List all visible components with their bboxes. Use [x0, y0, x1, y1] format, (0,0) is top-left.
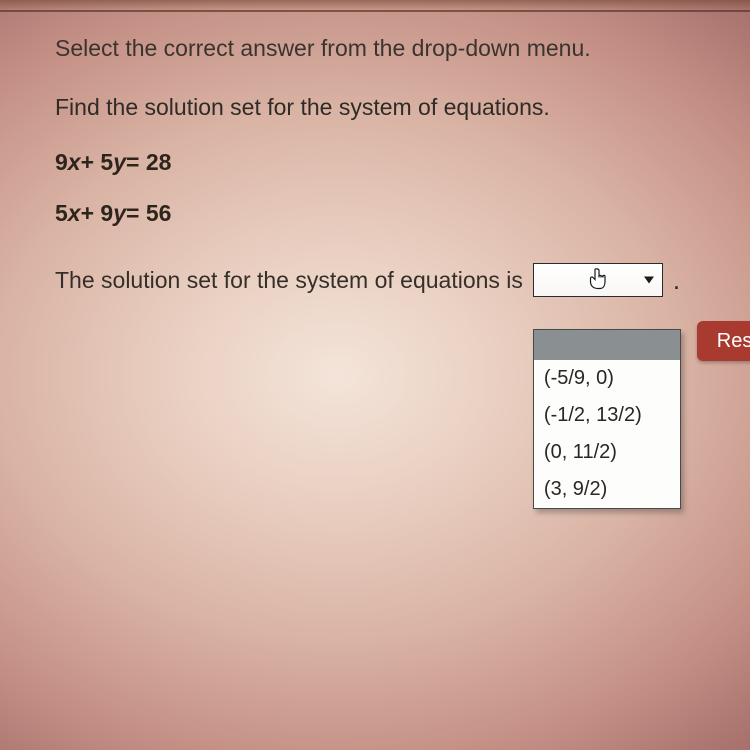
eq2-coef-a: 5: [55, 200, 68, 226]
reset-button[interactable]: Reset: [697, 321, 750, 361]
equation-1: 9x+ 5y= 28: [55, 149, 710, 176]
answer-select-wrap: (-5/9, 0) (-1/2, 13/2) (0, 11/2) (3, 9/2…: [533, 263, 663, 297]
eq1-coef-a: 9: [55, 149, 68, 175]
dropdown-option-3[interactable]: (3, 9/2): [534, 471, 680, 508]
eq2-rhs: 56: [146, 200, 172, 226]
trailing-period: .: [673, 263, 680, 296]
dropdown-option-blank[interactable]: [534, 330, 680, 360]
question-content: Select the correct answer from the drop-…: [55, 35, 710, 297]
prompt-text: Find the solution set for the system of …: [55, 94, 710, 121]
chevron-down-icon: [644, 277, 654, 284]
window-top-bar: [0, 0, 750, 12]
dropdown-option-2[interactable]: (0, 11/2): [534, 434, 680, 471]
equation-2: 5x+ 9y= 56: [55, 200, 710, 227]
eq1-coef-b: 5: [100, 149, 113, 175]
eq2-coef-b: 9: [100, 200, 113, 226]
answer-select[interactable]: [533, 263, 663, 297]
answer-lead-text: The solution set for the system of equat…: [55, 263, 523, 294]
pointer-cursor-icon: [587, 267, 609, 297]
eq1-rhs: 28: [146, 149, 172, 175]
instruction-text: Select the correct answer from the drop-…: [55, 35, 710, 62]
dropdown-option-0[interactable]: (-5/9, 0): [534, 360, 680, 397]
answer-row: The solution set for the system of equat…: [55, 263, 710, 297]
answer-dropdown: (-5/9, 0) (-1/2, 13/2) (0, 11/2) (3, 9/2…: [533, 329, 681, 509]
dropdown-option-1[interactable]: (-1/2, 13/2): [534, 397, 680, 434]
